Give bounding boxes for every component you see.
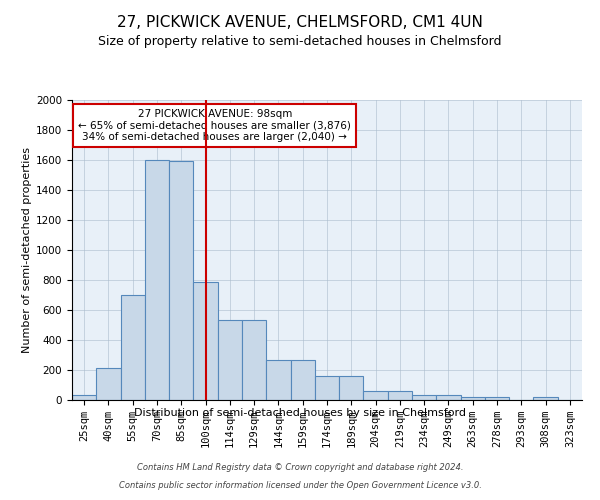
Bar (485, 397, 509, 400)
Text: 27 PICKWICK AVENUE: 98sqm
← 65% of semi-detached houses are smaller (3,876)
34% : 27 PICKWICK AVENUE: 98sqm ← 65% of semi-… (79, 109, 351, 142)
Bar (96, 368, 121, 400)
Bar (436, 395, 461, 400)
Bar (412, 395, 436, 400)
Bar (339, 376, 364, 400)
Text: Distribution of semi-detached houses by size in Chelmsford: Distribution of semi-detached houses by … (134, 408, 466, 418)
Bar (145, 160, 169, 400)
Bar (388, 391, 412, 400)
Bar (315, 376, 339, 400)
Bar (121, 295, 145, 400)
Bar (193, 282, 218, 400)
Bar (290, 360, 315, 400)
Text: 27, PICKWICK AVENUE, CHELMSFORD, CM1 4UN: 27, PICKWICK AVENUE, CHELMSFORD, CM1 4UN (117, 15, 483, 30)
Bar (266, 360, 290, 400)
Bar (533, 397, 558, 400)
Bar (364, 391, 388, 400)
Bar (461, 397, 485, 400)
Text: Contains public sector information licensed under the Open Government Licence v3: Contains public sector information licen… (119, 481, 481, 490)
Text: Contains HM Land Registry data © Crown copyright and database right 2024.: Contains HM Land Registry data © Crown c… (137, 464, 463, 472)
Bar (242, 320, 266, 400)
Y-axis label: Number of semi-detached properties: Number of semi-detached properties (22, 147, 32, 353)
Bar (72, 395, 96, 400)
Bar (218, 320, 242, 400)
Text: Size of property relative to semi-detached houses in Chelmsford: Size of property relative to semi-detach… (98, 35, 502, 48)
Bar (169, 161, 193, 400)
